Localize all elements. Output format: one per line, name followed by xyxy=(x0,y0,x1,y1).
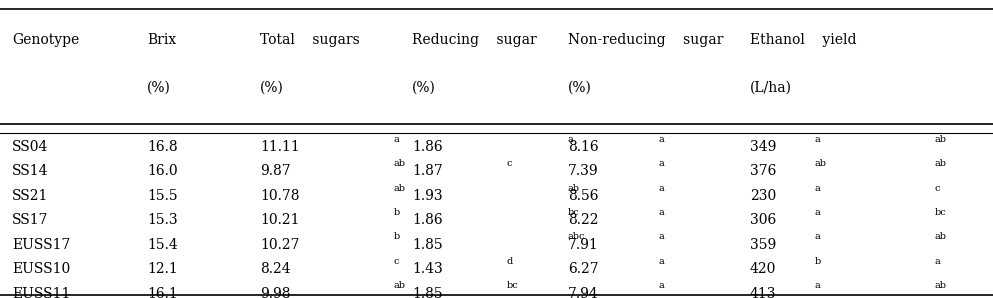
Text: Brix: Brix xyxy=(147,33,176,47)
Text: 7.94: 7.94 xyxy=(568,287,599,298)
Text: a: a xyxy=(814,135,820,144)
Text: SS17: SS17 xyxy=(12,213,49,227)
Text: ab: ab xyxy=(568,184,580,193)
Text: 306: 306 xyxy=(750,213,776,227)
Text: 10.27: 10.27 xyxy=(260,238,300,252)
Text: 9.98: 9.98 xyxy=(260,287,291,298)
Text: a: a xyxy=(568,135,574,144)
Text: a: a xyxy=(934,257,940,266)
Text: ab: ab xyxy=(934,281,946,290)
Text: 8.22: 8.22 xyxy=(568,213,599,227)
Text: 15.5: 15.5 xyxy=(147,189,178,203)
Text: ab: ab xyxy=(934,232,946,241)
Text: 1.93: 1.93 xyxy=(412,189,443,203)
Text: a: a xyxy=(814,232,820,241)
Text: 15.4: 15.4 xyxy=(147,238,178,252)
Text: 15.3: 15.3 xyxy=(147,213,178,227)
Text: 11.11: 11.11 xyxy=(260,140,300,154)
Text: 420: 420 xyxy=(750,262,777,276)
Text: a: a xyxy=(658,257,664,266)
Text: a: a xyxy=(658,184,664,193)
Text: ab: ab xyxy=(393,281,405,290)
Text: 8.16: 8.16 xyxy=(568,140,599,154)
Text: 6.27: 6.27 xyxy=(568,262,599,276)
Text: 230: 230 xyxy=(750,189,776,203)
Text: SS14: SS14 xyxy=(12,164,49,179)
Text: EUSS17: EUSS17 xyxy=(12,238,71,252)
Text: 359: 359 xyxy=(750,238,776,252)
Text: ab: ab xyxy=(814,159,826,168)
Text: Reducing    sugar: Reducing sugar xyxy=(412,33,537,47)
Text: ab: ab xyxy=(934,159,946,168)
Text: SS21: SS21 xyxy=(12,189,49,203)
Text: 1.86: 1.86 xyxy=(412,213,443,227)
Text: a: a xyxy=(814,281,820,290)
Text: bc: bc xyxy=(568,208,580,217)
Text: (%): (%) xyxy=(260,80,284,94)
Text: 16.8: 16.8 xyxy=(147,140,178,154)
Text: Genotype: Genotype xyxy=(12,33,79,47)
Text: (%): (%) xyxy=(568,80,592,94)
Text: ab: ab xyxy=(934,135,946,144)
Text: a: a xyxy=(658,135,664,144)
Text: 1.86: 1.86 xyxy=(412,140,443,154)
Text: 376: 376 xyxy=(750,164,777,179)
Text: a: a xyxy=(658,232,664,241)
Text: bc: bc xyxy=(934,208,946,217)
Text: b: b xyxy=(814,257,820,266)
Text: 349: 349 xyxy=(750,140,777,154)
Text: a: a xyxy=(814,208,820,217)
Text: abc: abc xyxy=(568,232,586,241)
Text: 7.91: 7.91 xyxy=(568,238,599,252)
Text: ab: ab xyxy=(393,159,405,168)
Text: (%): (%) xyxy=(147,80,171,94)
Text: (L/ha): (L/ha) xyxy=(750,80,791,94)
Text: 413: 413 xyxy=(750,287,777,298)
Text: SS04: SS04 xyxy=(12,140,49,154)
Text: 1.43: 1.43 xyxy=(412,262,443,276)
Text: EUSS10: EUSS10 xyxy=(12,262,71,276)
Text: 1.87: 1.87 xyxy=(412,164,443,179)
Text: 16.1: 16.1 xyxy=(147,287,178,298)
Text: c: c xyxy=(393,257,399,266)
Text: b: b xyxy=(393,208,399,217)
Text: (%): (%) xyxy=(412,80,436,94)
Text: Total    sugars: Total sugars xyxy=(260,33,359,47)
Text: Non-reducing    sugar: Non-reducing sugar xyxy=(568,33,723,47)
Text: Ethanol    yield: Ethanol yield xyxy=(750,33,856,47)
Text: b: b xyxy=(393,232,399,241)
Text: 1.85: 1.85 xyxy=(412,238,443,252)
Text: 8.24: 8.24 xyxy=(260,262,291,276)
Text: a: a xyxy=(393,135,399,144)
Text: a: a xyxy=(658,159,664,168)
Text: c: c xyxy=(934,184,940,193)
Text: 1.85: 1.85 xyxy=(412,287,443,298)
Text: 12.1: 12.1 xyxy=(147,262,178,276)
Text: 10.78: 10.78 xyxy=(260,189,300,203)
Text: a: a xyxy=(658,281,664,290)
Text: c: c xyxy=(506,159,512,168)
Text: a: a xyxy=(814,184,820,193)
Text: a: a xyxy=(658,208,664,217)
Text: EUSS11: EUSS11 xyxy=(12,287,71,298)
Text: ab: ab xyxy=(393,184,405,193)
Text: 7.39: 7.39 xyxy=(568,164,599,179)
Text: d: d xyxy=(506,257,512,266)
Text: 9.87: 9.87 xyxy=(260,164,291,179)
Text: 16.0: 16.0 xyxy=(147,164,178,179)
Text: 8.56: 8.56 xyxy=(568,189,599,203)
Text: bc: bc xyxy=(506,281,518,290)
Text: 10.21: 10.21 xyxy=(260,213,300,227)
